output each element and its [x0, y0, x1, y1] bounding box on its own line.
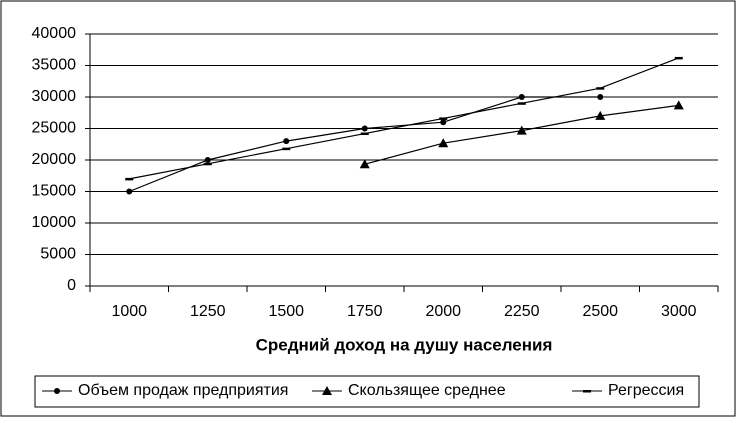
marker [283, 138, 290, 145]
y-tick-label: 0 [67, 277, 76, 294]
y-tick-label: 35000 [32, 57, 77, 74]
legend-label: Регрессия [608, 382, 684, 399]
marker [596, 87, 605, 90]
marker [359, 159, 370, 169]
marker [516, 125, 527, 135]
legend-marker [583, 390, 591, 393]
marker [438, 138, 449, 148]
legend-label: Скользящее среднее [348, 382, 506, 399]
marker [595, 110, 606, 120]
x-tick-label: 1750 [347, 303, 383, 320]
y-tick-label: 20000 [32, 151, 77, 168]
legend-marker [322, 386, 332, 395]
y-tick-label: 10000 [32, 214, 77, 231]
marker [517, 102, 526, 105]
marker [518, 94, 525, 100]
marker [125, 177, 134, 181]
x-tick-label: 1500 [268, 303, 304, 320]
marker [597, 94, 604, 100]
marker [361, 125, 368, 132]
legend-marker [54, 388, 60, 394]
x-tick-label: 2500 [582, 303, 618, 320]
marker [673, 100, 684, 110]
x-tick-label: 2250 [504, 303, 540, 320]
marker [360, 132, 369, 136]
x-axis-label: Средний доход на душу населения [256, 335, 553, 354]
marker [203, 162, 212, 166]
x-tick-label: 1000 [111, 303, 147, 320]
x-tick-label: 1250 [190, 303, 226, 320]
marker [126, 188, 133, 195]
series-line [129, 57, 679, 180]
y-tick-label: 5000 [40, 246, 76, 263]
marker [440, 119, 447, 126]
legend-label: Объем продаж предприятия [78, 382, 288, 399]
marker [204, 157, 211, 163]
y-tick-label: 15000 [32, 183, 77, 200]
marker [282, 147, 291, 151]
y-tick-label: 25000 [32, 120, 77, 137]
x-tick-label: 2000 [425, 303, 461, 320]
y-tick-label: 30000 [32, 88, 77, 105]
x-tick-label: 3000 [661, 303, 697, 320]
marker [674, 56, 683, 60]
marker [439, 117, 448, 120]
y-tick-label: 40000 [32, 25, 77, 42]
